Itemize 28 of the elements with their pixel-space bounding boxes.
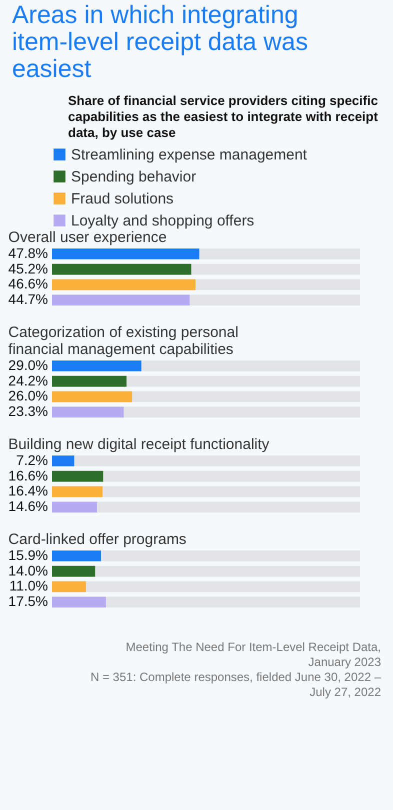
- data-label: 29.0%: [8, 356, 48, 373]
- data-label: 7.2%: [16, 452, 48, 468]
- data-label: 47.8%: [8, 244, 48, 261]
- y-tick-label: Building new digital receipt functionality: [8, 436, 270, 453]
- data-label: 14.6%: [8, 498, 48, 514]
- data-label: 16.4%: [8, 482, 48, 499]
- data-label: 24.2%: [8, 372, 48, 388]
- legend-label: Loyalty and shopping offers: [71, 212, 254, 230]
- legend-label: Streamlining expense management: [71, 146, 308, 164]
- chart-title: Areas in which integrating item-level receipt data was easiest: [12, 1, 309, 83]
- chart-subtitle: Share of financial service providers citing specific capabilities as the easiest to integrate with receipt data, by use case: [68, 93, 379, 141]
- data-label: 26.0%: [8, 388, 48, 404]
- legend-label: Fraud solutions: [71, 190, 174, 208]
- data-label: 46.6%: [8, 276, 48, 292]
- y-tick-label: Categorization of existing personal financial management capabilities: [8, 324, 238, 358]
- data-label: 23.3%: [8, 403, 48, 420]
- data-label: 45.2%: [8, 260, 48, 276]
- data-label: 11.0%: [9, 578, 48, 594]
- data-label: 16.6%: [8, 467, 48, 484]
- legend-label: Spending behavior: [71, 168, 196, 186]
- data-label: 44.7%: [8, 291, 48, 308]
- y-tick-label: Card-linked offer programs: [8, 530, 186, 548]
- y-tick-label: Overall user experience: [8, 228, 167, 246]
- data-label: 17.5%: [8, 593, 48, 610]
- text: Meeting The Need For Item-Level Receipt Data, January 2023: [124, 640, 381, 670]
- data-label: 15.9%: [8, 546, 48, 563]
- data-label: 14.0%: [8, 562, 48, 578]
- text: N = 351: Complete responses, fielded June 30, 2022 – July 27, 2022: [89, 670, 381, 700]
